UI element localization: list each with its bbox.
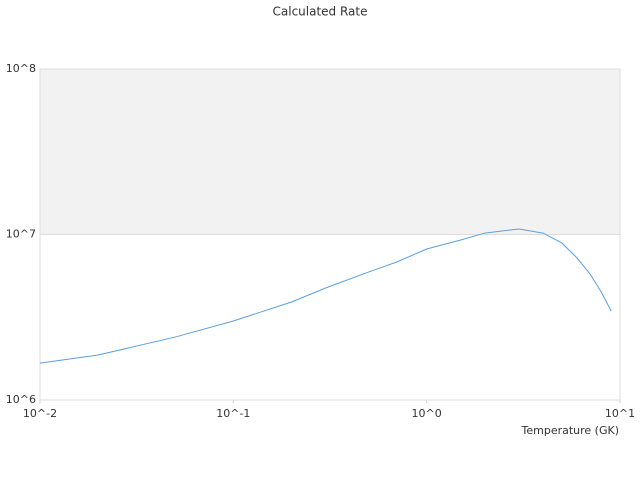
x-tick-label: 10^0 bbox=[412, 407, 442, 420]
y-tick-label: 10^8 bbox=[6, 62, 36, 75]
x-tick-label: 10^-2 bbox=[23, 407, 57, 420]
chart-title: Calculated Rate bbox=[273, 5, 368, 19]
plot-border bbox=[39, 68, 621, 401]
x-tick-label: 10^1 bbox=[605, 407, 635, 420]
x-tick-label: 10^-1 bbox=[216, 407, 250, 420]
data-line bbox=[39, 228, 612, 364]
y-tick-label: 10^7 bbox=[6, 228, 36, 241]
y-tick-label: 10^6 bbox=[6, 393, 36, 406]
x-axis-label: Temperature (GK) bbox=[521, 424, 620, 437]
grid-band bbox=[40, 69, 620, 235]
